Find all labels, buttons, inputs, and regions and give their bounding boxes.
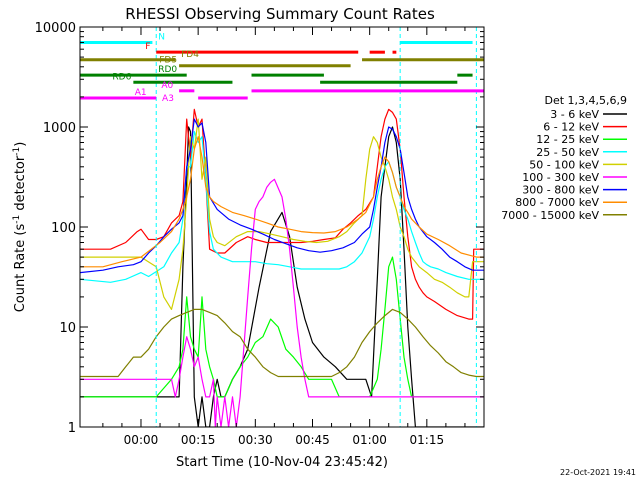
legend-label-5: 100 - 300 keV bbox=[522, 171, 599, 184]
footer-timestamp: 22-Oct-2021 19:41 bbox=[560, 468, 636, 477]
x-tick-label-2: 00:30 bbox=[238, 433, 273, 447]
x-tick-label-3: 00:45 bbox=[295, 433, 330, 447]
legend-label-3: 25 - 50 keV bbox=[536, 146, 599, 159]
legend-label-4: 50 - 100 keV bbox=[529, 158, 599, 171]
chart-title: RHESSI Observing Summary Count Rates bbox=[125, 5, 435, 23]
series-line-8 bbox=[80, 308, 484, 378]
state-bar-label-8: A3 bbox=[162, 94, 174, 104]
series-line-5 bbox=[80, 178, 484, 427]
y-tick-label-3: 1000 bbox=[43, 121, 76, 136]
state-bar-label-1: F bbox=[145, 42, 150, 52]
axis-ticks: 00:00 00:15 00:30 00:45 01:00 01:15 1 10 100 1000… bbox=[35, 21, 484, 447]
state-bar-label-2: FD4 bbox=[181, 50, 199, 60]
state-bar-label-7: A1 bbox=[135, 88, 147, 98]
vline-layer bbox=[155, 27, 477, 427]
y-tick-label-1: 10 bbox=[59, 321, 76, 336]
state-bar-label-5: RD6 bbox=[112, 72, 131, 82]
legend-label-0: 3 - 6 keV bbox=[550, 108, 599, 121]
series-line-4 bbox=[80, 118, 484, 310]
y-axis-label-sup1: -1 bbox=[12, 215, 22, 224]
x-tick-label-0: 00:00 bbox=[124, 433, 159, 447]
y-tick-label-0: 1 bbox=[68, 421, 76, 436]
y-axis-label-part1: Count Rate (s bbox=[13, 224, 28, 313]
y-axis-label: Count Rate (s-1 detector-1) bbox=[12, 142, 28, 313]
y-axis-label-sup2: -1 bbox=[12, 147, 22, 156]
legend-label-6: 300 - 800 keV bbox=[522, 184, 599, 197]
y-axis-label-part3: ) bbox=[13, 142, 28, 147]
series-line-3 bbox=[80, 131, 484, 283]
legend-label-1: 6 - 12 keV bbox=[543, 121, 599, 134]
legend-title: Det 1,3,4,5,6,9 bbox=[544, 94, 627, 107]
x-axis-label: Start Time (10-Nov-04 23:45:42) bbox=[176, 455, 388, 470]
x-tick-label-5: 01:15 bbox=[410, 433, 445, 447]
state-bar-label-6: A0 bbox=[161, 81, 173, 91]
series-line-1 bbox=[80, 108, 484, 320]
state-bar-label-0: N bbox=[158, 32, 165, 42]
legend-label-2: 12 - 25 keV bbox=[536, 133, 599, 146]
series-line-0 bbox=[80, 126, 484, 427]
y-axis-label-part2: detector bbox=[13, 155, 28, 215]
series-layer bbox=[80, 108, 484, 427]
x-tick-label-4: 01:00 bbox=[352, 433, 387, 447]
y-tick-label-4: 10000 bbox=[35, 21, 76, 36]
legend-label-7: 800 - 7000 keV bbox=[515, 196, 599, 209]
legend-label-8: 7000 - 15000 keV bbox=[501, 209, 599, 222]
y-tick-label-2: 100 bbox=[51, 221, 76, 236]
series-line-7 bbox=[80, 136, 484, 268]
state-bar-label-4: RD0 bbox=[158, 65, 177, 75]
x-tick-label-1: 00:15 bbox=[181, 433, 216, 447]
state-bar-label-3: FD5 bbox=[159, 56, 177, 66]
